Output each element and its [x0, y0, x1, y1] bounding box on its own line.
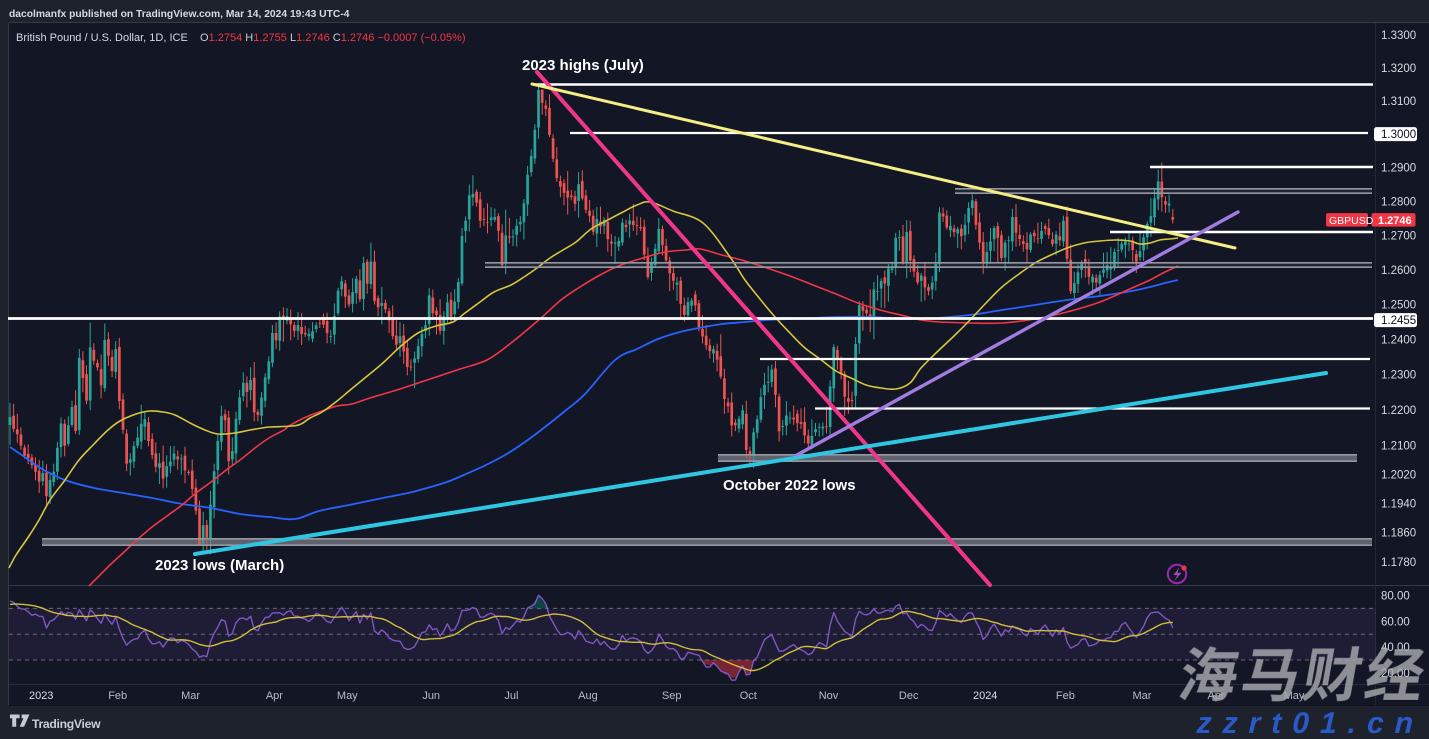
svg-text:1.1780: 1.1780 — [1381, 557, 1416, 569]
svg-text:Apr: Apr — [266, 690, 283, 702]
svg-text:TradingView: TradingView — [32, 717, 101, 731]
svg-text:2024: 2024 — [973, 690, 997, 702]
svg-text:1.2800: 1.2800 — [1381, 196, 1416, 208]
svg-text:1.1860: 1.1860 — [1381, 528, 1416, 540]
svg-text:Dec: Dec — [899, 690, 919, 702]
svg-text:2023 highs (July): 2023 highs (July) — [522, 57, 644, 74]
svg-text:1.2700: 1.2700 — [1381, 231, 1416, 243]
svg-text:2023 lows (March): 2023 lows (March) — [155, 557, 284, 574]
svg-text:1.3200: 1.3200 — [1381, 63, 1416, 75]
svg-text:1.2200: 1.2200 — [1381, 405, 1416, 417]
svg-text:1.1940: 1.1940 — [1381, 498, 1416, 510]
svg-text:1.2900: 1.2900 — [1381, 163, 1416, 175]
svg-text:Mar: Mar — [181, 690, 200, 702]
svg-text:1.2455: 1.2455 — [1381, 315, 1416, 327]
svg-text:GBPUSD: GBPUSD — [1329, 215, 1374, 227]
svg-text:1.2600: 1.2600 — [1381, 265, 1416, 277]
svg-text:1.2020: 1.2020 — [1381, 469, 1416, 481]
svg-text:Mar: Mar — [1133, 690, 1152, 702]
svg-text:May: May — [337, 690, 358, 702]
svg-text:Oct: Oct — [740, 690, 757, 702]
svg-text:Feb: Feb — [1056, 690, 1075, 702]
svg-text:dacolmanfx published on Tradin: dacolmanfx published on TradingView.com,… — [9, 9, 350, 20]
svg-text:British Pound / U.S. Dollar, 1: British Pound / U.S. Dollar, 1D, ICE O1.… — [16, 32, 466, 44]
svg-text:Jun: Jun — [422, 690, 440, 702]
svg-text:1.3000: 1.3000 — [1381, 129, 1416, 141]
svg-text:Jul: Jul — [504, 690, 518, 702]
svg-text:Nov: Nov — [819, 690, 839, 702]
svg-text:2023: 2023 — [29, 690, 53, 702]
svg-text:60.00: 60.00 — [1381, 616, 1410, 628]
svg-text:1.2100: 1.2100 — [1381, 441, 1416, 453]
svg-text:October 2022 lows: October 2022 lows — [723, 477, 856, 494]
svg-text:Feb: Feb — [108, 690, 127, 702]
svg-text:1.2746: 1.2746 — [1378, 215, 1412, 227]
svg-text:1.2500: 1.2500 — [1381, 299, 1416, 311]
svg-text:80.00: 80.00 — [1381, 591, 1410, 603]
svg-text:zzrt01.cn: zzrt01.cn — [1195, 707, 1425, 739]
svg-text:1.2400: 1.2400 — [1381, 334, 1416, 346]
svg-text:Sep: Sep — [662, 690, 682, 702]
svg-text:1.2300: 1.2300 — [1381, 369, 1416, 381]
svg-text:1.3300: 1.3300 — [1381, 30, 1416, 42]
svg-text:Aug: Aug — [578, 690, 598, 702]
svg-text:1.3100: 1.3100 — [1381, 96, 1416, 108]
